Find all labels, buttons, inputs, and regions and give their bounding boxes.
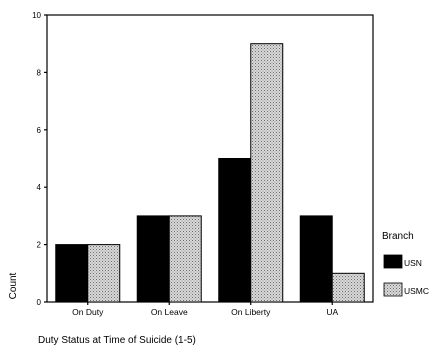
legend: Branch USN USMC: [382, 231, 429, 297]
y-tick-label: 0: [37, 298, 42, 307]
y-tick-label: 8: [37, 68, 42, 77]
x-tick-label: On Duty: [72, 307, 104, 317]
bar-usn-on-duty: [55, 244, 89, 303]
x-tick-label: UA: [326, 307, 338, 317]
y-tick-label: 4: [37, 183, 42, 192]
y-axis: 0 2 4 6 8 10: [32, 11, 47, 307]
bar-usn-on-liberty: [218, 158, 252, 303]
x-tick-label: On Liberty: [231, 307, 271, 317]
y-tick-label: 6: [37, 126, 42, 135]
plot-frame: [46, 14, 374, 303]
x-axis: On Duty On Leave On Liberty UA: [72, 302, 338, 317]
y-tick-label: 2: [37, 241, 42, 250]
legend-label-usmc: USMC: [404, 286, 429, 296]
bar-usmc-ua: [331, 272, 365, 303]
legend-title: Branch: [382, 231, 414, 242]
bar-usmc-on-liberty: [250, 43, 284, 303]
legend-swatch-usn: [383, 254, 403, 269]
legend-swatch-usmc: [383, 282, 403, 297]
legend-label-usn: USN: [404, 258, 422, 268]
x-axis-title: Duty Status at Time of Suicide (1-5): [38, 335, 196, 346]
bar-usn-on-leave: [136, 215, 170, 303]
bars: [55, 43, 365, 303]
x-tick-label: On Leave: [151, 307, 188, 317]
bar-usmc-on-duty: [87, 244, 121, 303]
plot-area: [46, 14, 374, 303]
bar-usmc-on-leave: [168, 215, 202, 303]
y-axis-title: Count: [8, 272, 19, 299]
bar-usn-ua: [299, 215, 333, 303]
y-tick-label: 10: [32, 11, 41, 20]
